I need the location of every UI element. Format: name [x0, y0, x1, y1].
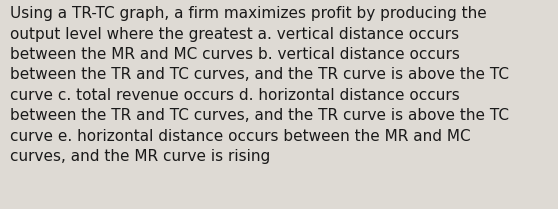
- Text: Using a TR-TC graph, a firm maximizes profit by producing the
output level where: Using a TR-TC graph, a firm maximizes pr…: [10, 6, 509, 164]
